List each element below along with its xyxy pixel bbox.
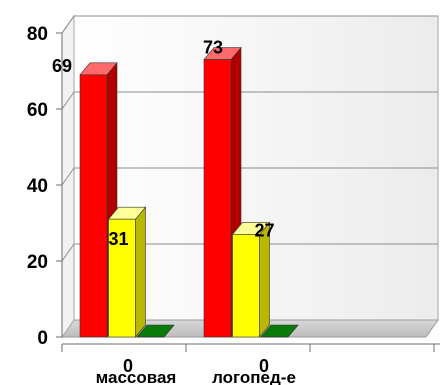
gridline-80 bbox=[61, 15, 75, 34]
bar-логопед-е-s0 bbox=[203, 59, 232, 338]
category-labels: массовая логопед-е bbox=[96, 368, 296, 385]
data-label-массовая-s0: 69 bbox=[52, 56, 72, 76]
data-label-логопед-е-s0: 73 bbox=[203, 38, 223, 58]
gridline-20 bbox=[61, 243, 75, 262]
gridline-60 bbox=[61, 91, 75, 110]
data-label-логопед-е-s1: 27 bbox=[255, 220, 275, 240]
category-label-1: логопед-е bbox=[212, 368, 296, 385]
y-tick-label: 20 bbox=[27, 252, 48, 273]
data-label-массовая-s2: 0 bbox=[123, 356, 133, 376]
data-labels: 69 31 0 73 27 0 bbox=[52, 38, 275, 376]
x-axis-ticks bbox=[61, 344, 435, 352]
y-axis-tick-labels: 0 20 40 60 80 bbox=[27, 24, 62, 349]
data-label-логопед-е-s2: 0 bbox=[259, 356, 269, 376]
y-tick-label: 0 bbox=[37, 328, 48, 349]
bars bbox=[79, 46, 299, 338]
data-label-массовая-s1: 31 bbox=[109, 229, 129, 249]
y-tick-label: 60 bbox=[27, 100, 48, 121]
gridline-40 bbox=[61, 167, 75, 186]
bar-массовая-s1 bbox=[108, 218, 136, 338]
y-tick-label: 80 bbox=[27, 24, 48, 45]
y-tick-label: 40 bbox=[27, 176, 48, 197]
bar-массовая-s0 bbox=[79, 74, 108, 338]
bar-массовая-s1-side bbox=[135, 206, 146, 338]
category-label-0: массовая bbox=[96, 368, 177, 385]
bar-логопед-е-s1 bbox=[232, 234, 260, 338]
